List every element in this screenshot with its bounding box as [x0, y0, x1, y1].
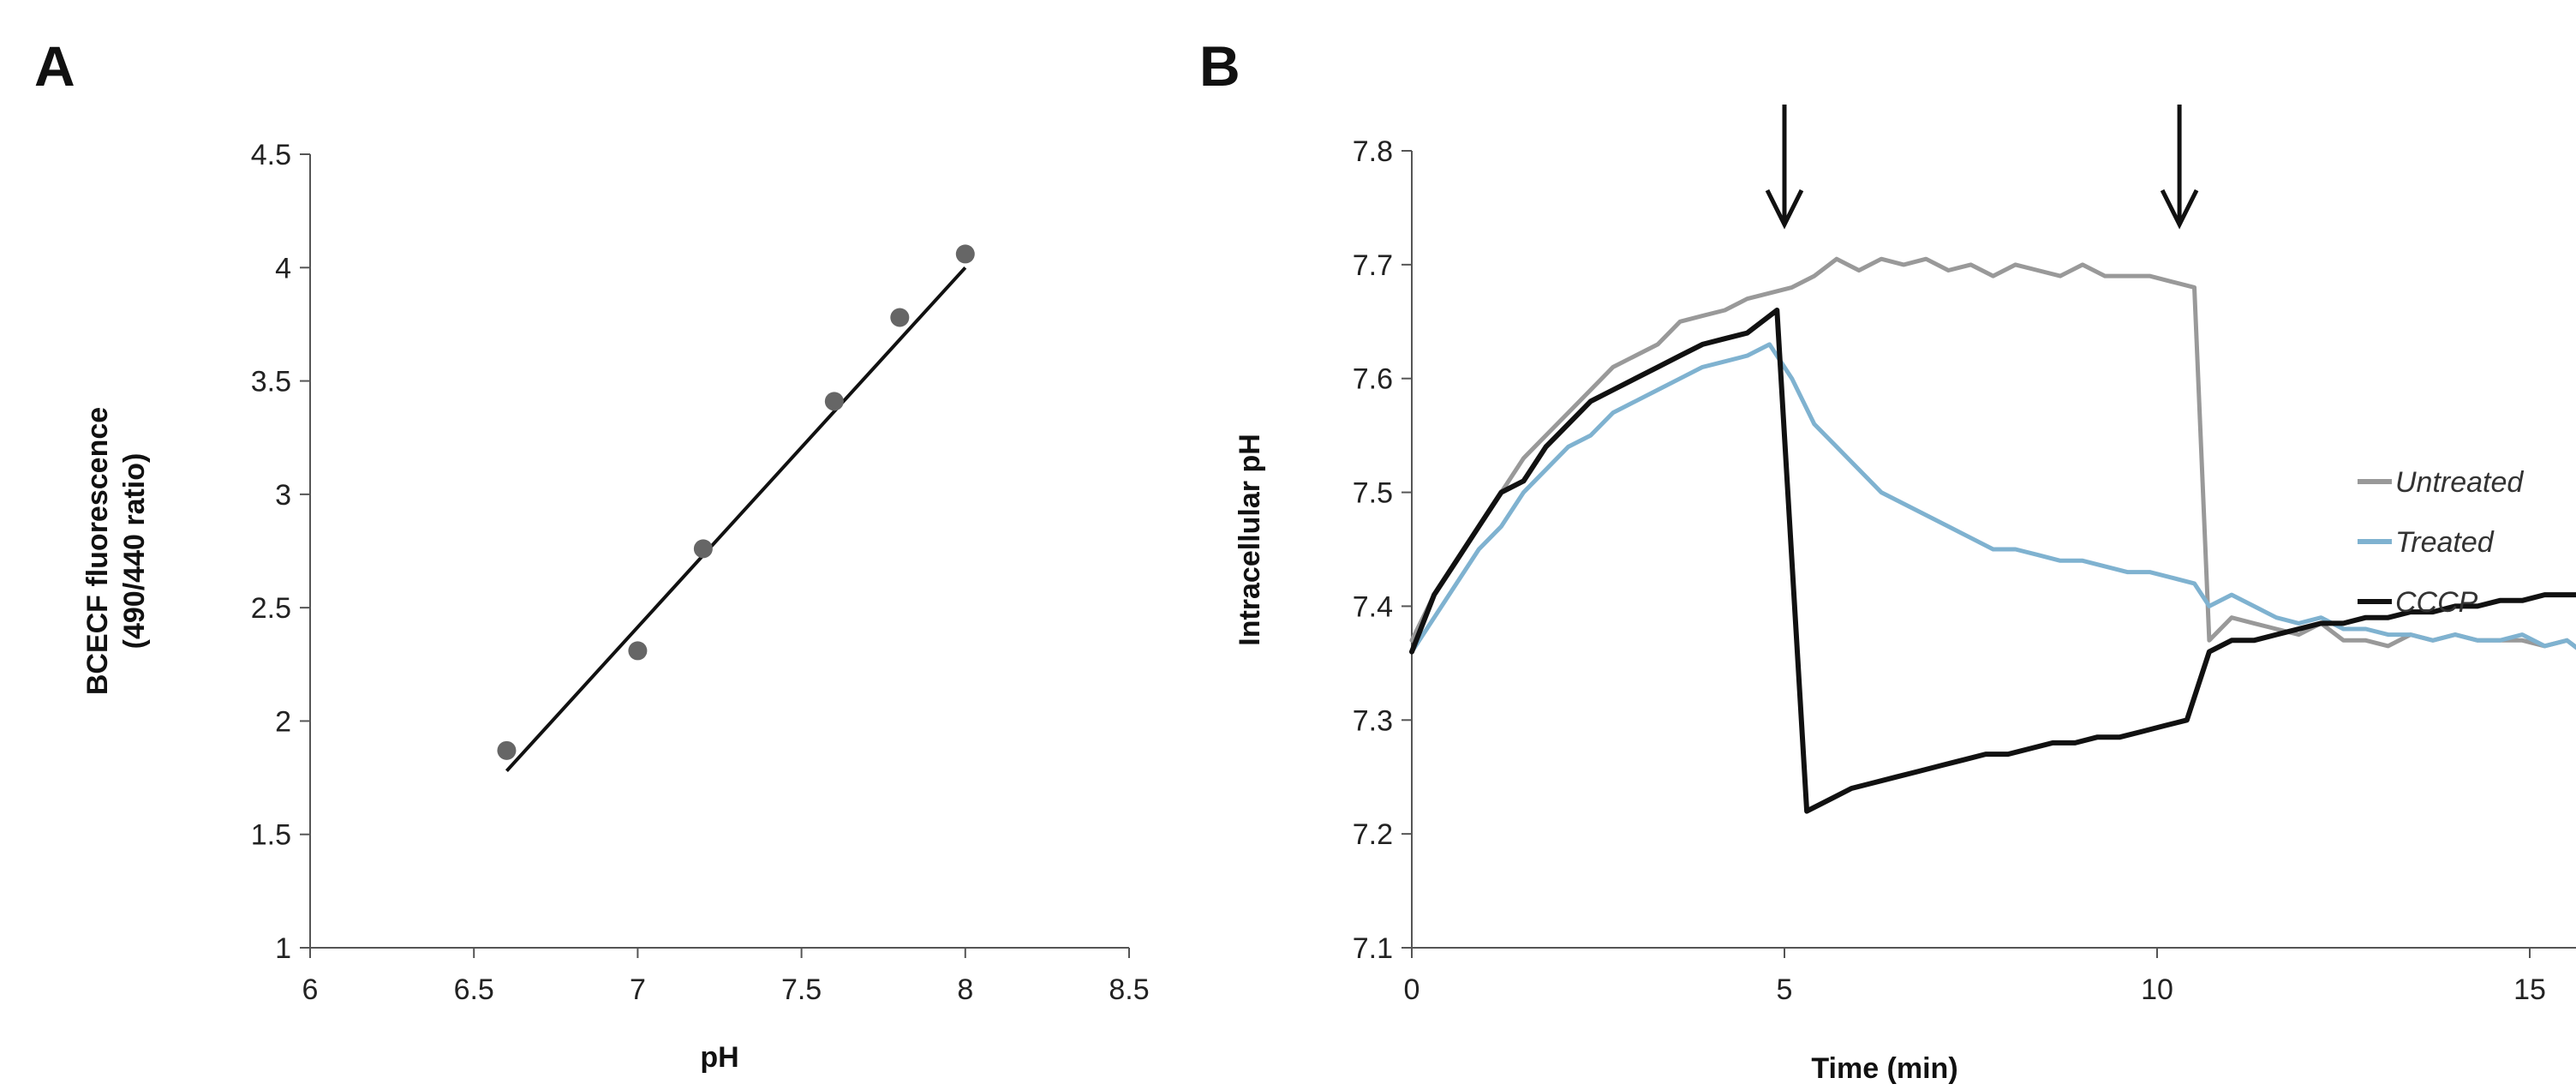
- panel-b-y-tick-label: 7.2: [1353, 818, 1393, 851]
- panel-a-x-tick-label: 6.5: [454, 973, 494, 1006]
- panel-b-y-tick-label: 7.7: [1353, 249, 1393, 282]
- arrow-down-icon: [1765, 105, 1804, 230]
- panel-a-x-tick-label: 8.5: [1109, 973, 1149, 1006]
- panel-a-y-tick-label: 3.5: [251, 366, 291, 398]
- legend-label-untreated: Untreated: [2395, 466, 2524, 499]
- panel-b-x-tick-label: 15: [2513, 973, 2546, 1006]
- panel-b-series-cccp: [1409, 308, 2576, 814]
- panel-b-chart: 7.1 7.2 7.3 7.4 7.5 7.6 7.7 7.8 0 5 10 15 Untreate…: [1234, 105, 2576, 1085]
- panel-a-y-tick-label: 2: [275, 705, 291, 738]
- panel-a-letter: A: [34, 34, 75, 98]
- panel-a-data-point: [955, 244, 975, 264]
- panel-b-y-tick-label: 7.5: [1353, 477, 1393, 510]
- panel-a-y-tick-label: 1: [275, 932, 291, 965]
- panel-a-trendline: [505, 266, 967, 772]
- legend-label-treated: Treated: [2395, 526, 2495, 559]
- panel-b-series-treated: [1409, 342, 2576, 655]
- panel-b-y-axis-title: Intracellular pH: [1234, 434, 1266, 646]
- panel-a-x-axis-title: pH: [700, 1041, 738, 1074]
- panel-b-y-tick-label: 7.1: [1353, 932, 1393, 965]
- panel-a-chart: 1 1.5 2 2.5 3 3.5 4 4.5 6 6.5 7 7.5 8 8.5 pH BCECF f…: [81, 139, 1150, 1074]
- panel-a-x-tick-label: 6: [302, 973, 319, 1006]
- panel-a-y-tick-label: 3: [275, 479, 291, 512]
- panel-b-y-tick-label: 7.3: [1353, 704, 1393, 737]
- panel-a-data-point: [824, 392, 844, 411]
- panel-b-series-untreated: [1409, 256, 2576, 650]
- panel-a-y-tick-label: 1.5: [251, 819, 291, 852]
- panel-a-x-tick-label: 8: [957, 973, 973, 1006]
- panel-a-x-tick-label: 7: [630, 973, 646, 1006]
- panel-b-x-tick-label: 10: [2141, 973, 2173, 1006]
- panel-a-y-tick-label: 2.5: [251, 592, 291, 625]
- panel-a-y-axis-title-line1: BCECF fluorescence: [81, 407, 114, 695]
- panel-b-letter: B: [1199, 34, 1240, 98]
- legend-label-cccp: CCCP: [2395, 586, 2478, 619]
- panel-a-data-point: [693, 539, 713, 559]
- panel-b-x-axis-title: Time (min): [1811, 1052, 1957, 1085]
- panel-b-y-tick-label: 7.4: [1353, 590, 1393, 623]
- panel-b-x-tick-label: 0: [1404, 973, 1420, 1006]
- panel-a-x-tick-label: 7.5: [781, 973, 822, 1006]
- panel-a-data-point: [628, 641, 648, 661]
- panel-b-y-tick-label: 7.8: [1353, 135, 1393, 168]
- panel-a-y-tick-label: 4: [275, 252, 291, 284]
- panel-a-y-axis-title-line2: (490/440 ratio): [118, 453, 151, 650]
- panel-a-y-tick-label: 4.5: [251, 139, 291, 171]
- arrow-down-icon: [2160, 105, 2199, 230]
- panel-b-y-tick-label: 7.6: [1353, 363, 1393, 396]
- panel-a-data-point: [497, 740, 517, 760]
- panel-a-data-point: [890, 308, 910, 327]
- panel-b-legend: Untreated Treated CCCP: [2358, 466, 2524, 619]
- panel-b-x-tick-label: 5: [1777, 973, 1793, 1006]
